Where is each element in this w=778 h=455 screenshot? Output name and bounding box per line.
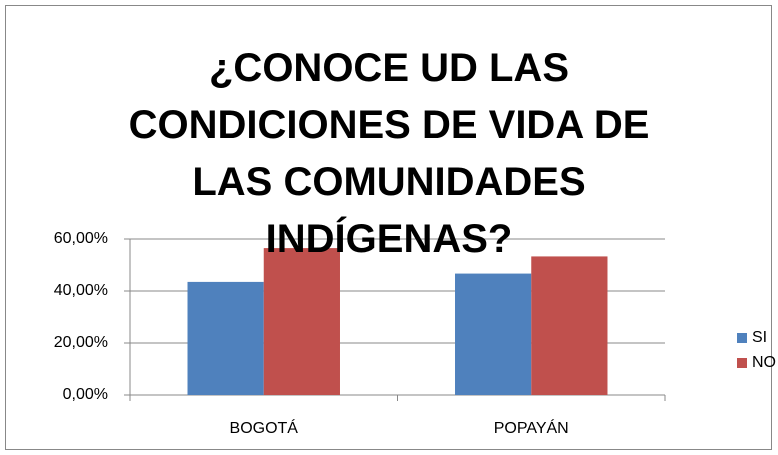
bar [263,248,340,395]
chart-frame [5,5,772,450]
bar [531,256,608,395]
bar [187,281,264,395]
bar [455,273,532,395]
y-tick-label: 20,00% [54,334,108,351]
legend-label: SI [752,329,767,346]
x-tick-label: POPAYÁN [494,418,569,437]
chart-title: ¿CONOCE UD LAS CONDICIONES DE VIDA DE LA… [128,46,650,261]
legend-swatch [737,333,747,343]
legend-label: NO [752,354,776,371]
y-tick-label: 40,00% [54,282,108,299]
legend-swatch [737,358,747,368]
y-tick-label: 60,00% [54,230,108,247]
y-tick-label: 0,00% [63,386,108,403]
x-tick-label: BOGOTÁ [230,418,299,437]
